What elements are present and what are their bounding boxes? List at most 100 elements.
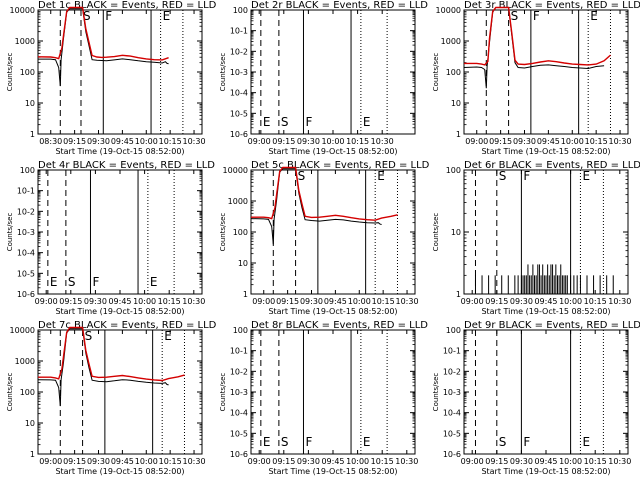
x-tick-label: 10:30 xyxy=(608,457,631,466)
marker-label: E xyxy=(582,435,590,449)
marker-label: F xyxy=(305,115,312,129)
x-tick-label: 09:15 xyxy=(59,297,82,306)
x-tick-label: 09:00 xyxy=(35,297,58,306)
y-tick-label: 100 xyxy=(20,166,35,175)
x-tick-label: 09:15 xyxy=(489,137,512,146)
x-tick-label: 10:15 xyxy=(585,137,608,146)
x-tick-label: 09:30 xyxy=(510,297,533,306)
y-tick-label: 10-5 xyxy=(230,109,248,118)
x-tick-label: 09:00 xyxy=(248,457,271,466)
y-axis-label: Counts/sec xyxy=(6,213,14,252)
x-tick-label: 10:00 xyxy=(135,137,158,146)
y-tick-label: 10000 xyxy=(10,326,35,335)
x-tick-label: 09:30 xyxy=(297,457,320,466)
x-tick-label: 09:15 xyxy=(272,137,295,146)
panel-title: Det 2r BLACK = Events, RED = LLD xyxy=(251,0,428,11)
y-tick-label: 10-1 xyxy=(443,347,461,356)
x-tick-label: 10:00 xyxy=(559,457,582,466)
x-axis-label: Start Time (19-Oct-15 08:52:00) xyxy=(55,467,184,476)
y-tick-label: 10000 xyxy=(10,6,35,15)
y-tick-label: 100 xyxy=(446,326,461,335)
y-axis-label: Counts/sec xyxy=(6,373,14,412)
marker-label: S xyxy=(298,169,306,183)
y-tick-label: 10 xyxy=(25,99,35,108)
y-axis-label: Counts/sec xyxy=(432,373,440,412)
panel-title: Det 7c BLACK = Events, RED = LLD xyxy=(38,320,217,331)
x-tick-label: 10:15 xyxy=(584,297,607,306)
marker-label: E xyxy=(50,275,58,289)
x-tick-label: 10:15 xyxy=(159,137,182,146)
marker-label: E xyxy=(263,115,271,129)
y-tick-label: 100 xyxy=(20,68,35,77)
y-tick-label: 1000 xyxy=(15,37,35,46)
y-tick-label: 10000 xyxy=(436,6,461,15)
marker-label: F xyxy=(523,169,530,183)
marker-label: E xyxy=(377,169,385,183)
series-lld-line xyxy=(38,326,185,382)
x-tick-label: 09:00 xyxy=(465,137,488,146)
y-tick-label: 100 xyxy=(446,166,461,175)
marker-label: E xyxy=(363,115,371,129)
x-tick-label: 10:00 xyxy=(135,457,158,466)
y-tick-label: 1 xyxy=(30,450,35,459)
x-axis-label: Start Time (19-Oct-15 08:52:00) xyxy=(268,307,397,316)
y-tick-label: 100 xyxy=(233,6,248,15)
panel-title: Det 8r BLACK = Events, RED = LLD xyxy=(251,320,428,331)
y-tick-label: 100 xyxy=(20,388,35,397)
x-tick-label: 10:30 xyxy=(609,137,632,146)
plot-frame xyxy=(463,9,629,135)
panel-det-9: Det 9r BLACK = Events, RED = LLD 10-6 10-5… xyxy=(432,320,640,476)
panel-title: Det 9r BLACK = Events, RED = LLD xyxy=(464,320,640,331)
x-tick-label: 10:00 xyxy=(346,457,369,466)
x-axis-label: Start Time (19-Oct-15 08:52:00) xyxy=(481,467,610,476)
y-tick-label: 10-6 xyxy=(17,290,35,299)
panel-det-4: Det 4r BLACK = Events, RED = LLD 10-6 10-5… xyxy=(6,160,215,316)
marker-label: F xyxy=(533,9,540,23)
y-tick-label: 1000 xyxy=(228,197,248,206)
x-tick-label: 10:15 xyxy=(584,457,607,466)
marker-label: S xyxy=(499,169,507,183)
x-tick-label: 10:15 xyxy=(159,457,182,466)
panel-title: Det 1c BLACK = Events, RED = LLD xyxy=(38,0,217,11)
x-tick-label: 09:15 xyxy=(272,457,295,466)
marker-label: F xyxy=(92,275,99,289)
x-tick-label: 09:45 xyxy=(108,297,131,306)
y-tick-label: 1 xyxy=(456,290,461,299)
y-axis-label: Counts/sec xyxy=(219,373,227,412)
x-tick-label: 09:30 xyxy=(510,457,533,466)
x-axis-label: Start Time (19-Oct-15 08:52:00) xyxy=(481,147,610,156)
y-tick-label: 10-2 xyxy=(443,367,461,376)
y-tick-label: 10 xyxy=(451,99,461,108)
y-tick-label: 100 xyxy=(446,68,461,77)
y-axis-label: Counts/sec xyxy=(219,53,227,92)
marker-label: S xyxy=(85,329,93,343)
x-axis-label: Start Time (19-Oct-15 08:52:00) xyxy=(481,307,610,316)
marker-label: F xyxy=(523,435,530,449)
x-tick-label: 09:30 xyxy=(87,457,110,466)
x-tick-label: 09:30 xyxy=(300,297,323,306)
x-tick-label: 09:00 xyxy=(461,457,484,466)
y-tick-label: 1 xyxy=(456,130,461,139)
y-axis-label: Counts/sec xyxy=(219,213,227,252)
x-tick-label: 10:00 xyxy=(561,137,584,146)
y-tick-label: 10-5 xyxy=(230,429,248,438)
panel-title: Det 3r BLACK = Events, RED = LLD xyxy=(464,0,640,11)
plot-frame xyxy=(37,9,203,135)
x-tick-label: 10:30 xyxy=(183,457,206,466)
panel-det-8: Det 8r BLACK = Events, RED = LLD 10-6 10-5… xyxy=(219,320,428,476)
marker-label: E xyxy=(363,435,371,449)
y-tick-label: 10-1 xyxy=(230,27,248,36)
x-tick-label: 09:15 xyxy=(485,457,508,466)
x-tick-label: 10:00 xyxy=(133,297,156,306)
y-tick-label: 10-3 xyxy=(230,388,248,397)
series-lld-line xyxy=(464,6,611,66)
plot-frame xyxy=(37,329,203,455)
x-tick-label: 10:15 xyxy=(158,297,181,306)
y-tick-label: 1000 xyxy=(15,357,35,366)
y-tick-label: 10-3 xyxy=(443,388,461,397)
plot-frame xyxy=(37,169,203,295)
x-tick-label: 09:00 xyxy=(461,297,484,306)
panel-title: Det 5c BLACK = Events, RED = LLD xyxy=(251,160,430,171)
x-tick-label: 09:45 xyxy=(324,297,347,306)
series-lld-line xyxy=(37,6,169,61)
